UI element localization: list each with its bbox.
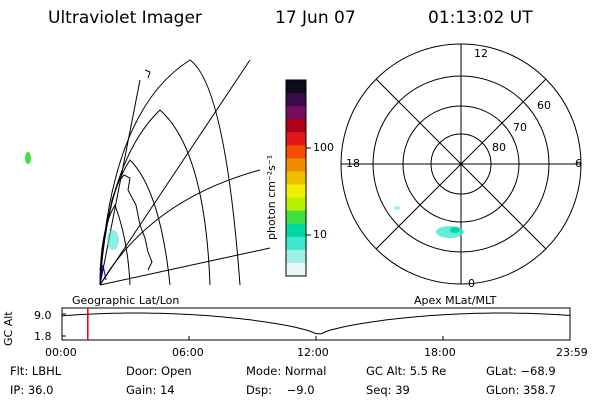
info-mode: Mode: Normal bbox=[246, 364, 327, 378]
colorbar-segment bbox=[286, 223, 306, 238]
meridian-line bbox=[99, 169, 261, 286]
meridian-line bbox=[99, 247, 271, 286]
aurora-spot bbox=[107, 230, 119, 250]
coastline bbox=[99, 174, 153, 271]
mlt-label-0: 0 bbox=[468, 277, 475, 290]
ytick-9: 9.0 bbox=[34, 309, 52, 322]
mlt-label-12: 12 bbox=[474, 47, 488, 60]
colorbar-segment bbox=[286, 236, 306, 251]
altitude-curve bbox=[61, 312, 571, 335]
info-seq: Seq: 39 bbox=[366, 383, 410, 397]
mlat-label-70: 70 bbox=[513, 121, 527, 134]
ytick-1-8: 1.8 bbox=[34, 330, 52, 343]
lat-arc bbox=[99, 203, 131, 286]
colorbar-segment bbox=[286, 184, 306, 199]
colorbar-segment bbox=[286, 106, 306, 120]
info-gain: Gain: 14 bbox=[126, 383, 175, 397]
mlat-label-60: 60 bbox=[537, 99, 551, 112]
time-label: 01:13:02 UT bbox=[428, 8, 533, 28]
aurora-spot bbox=[450, 227, 460, 233]
colorbar-segment bbox=[286, 197, 306, 212]
instrument-title: Ultraviolet Imager bbox=[48, 8, 202, 28]
info-dsp: Dsp: −9.0 bbox=[246, 383, 315, 397]
xtick-0000: 00:00 bbox=[45, 346, 77, 359]
info-door: Door: Open bbox=[126, 364, 192, 378]
green-spot bbox=[25, 152, 31, 164]
lat-arc bbox=[99, 59, 241, 286]
aurora-spot bbox=[394, 206, 400, 210]
info-filter: Flt: LBHL bbox=[10, 364, 62, 378]
colorbar-segment bbox=[286, 119, 306, 133]
mlt-label-6: 6 bbox=[575, 157, 582, 170]
station-mark bbox=[99, 264, 107, 281]
meridian-line bbox=[99, 79, 141, 286]
colorbar-segment bbox=[286, 93, 306, 107]
altitude-ylabel: GC Alt bbox=[2, 311, 15, 346]
colorbar-tick-100: 100 bbox=[313, 141, 334, 154]
date-label: 17 Jun 07 bbox=[275, 8, 356, 28]
meridian-line bbox=[99, 59, 251, 286]
colorbar-segment bbox=[286, 158, 306, 172]
xtick-1200: 12:00 bbox=[297, 346, 329, 359]
colorbar-tick-10: 10 bbox=[313, 228, 327, 241]
mlat-label-80: 80 bbox=[492, 141, 506, 154]
info-gc-alt: GC Alt: 5.5 Re bbox=[366, 364, 447, 378]
info-ip: IP: 36.0 bbox=[10, 383, 54, 397]
colorbar-segment bbox=[286, 145, 306, 159]
info-glon: GLon: 358.7 bbox=[486, 383, 556, 397]
colorbar-segment bbox=[286, 249, 306, 264]
coastline bbox=[144, 69, 151, 79]
mlt-label-18: 18 bbox=[346, 157, 360, 170]
xtick-2359: 23:59 bbox=[556, 346, 588, 359]
geographic-label: Geographic Lat/Lon bbox=[72, 294, 180, 307]
colorbar-segment bbox=[286, 171, 306, 186]
polar-label: Apex MLat/MLT bbox=[414, 294, 497, 307]
mlt-line bbox=[375, 78, 547, 250]
xtick-0600: 06:00 bbox=[172, 346, 204, 359]
colorbar-segment bbox=[286, 262, 306, 277]
colorbar-segment bbox=[286, 80, 306, 94]
colorbar-segment bbox=[286, 132, 306, 146]
info-glat: GLat: −68.9 bbox=[486, 364, 556, 378]
xtick-1800: 18:00 bbox=[424, 346, 456, 359]
colorbar-segment bbox=[286, 210, 306, 225]
